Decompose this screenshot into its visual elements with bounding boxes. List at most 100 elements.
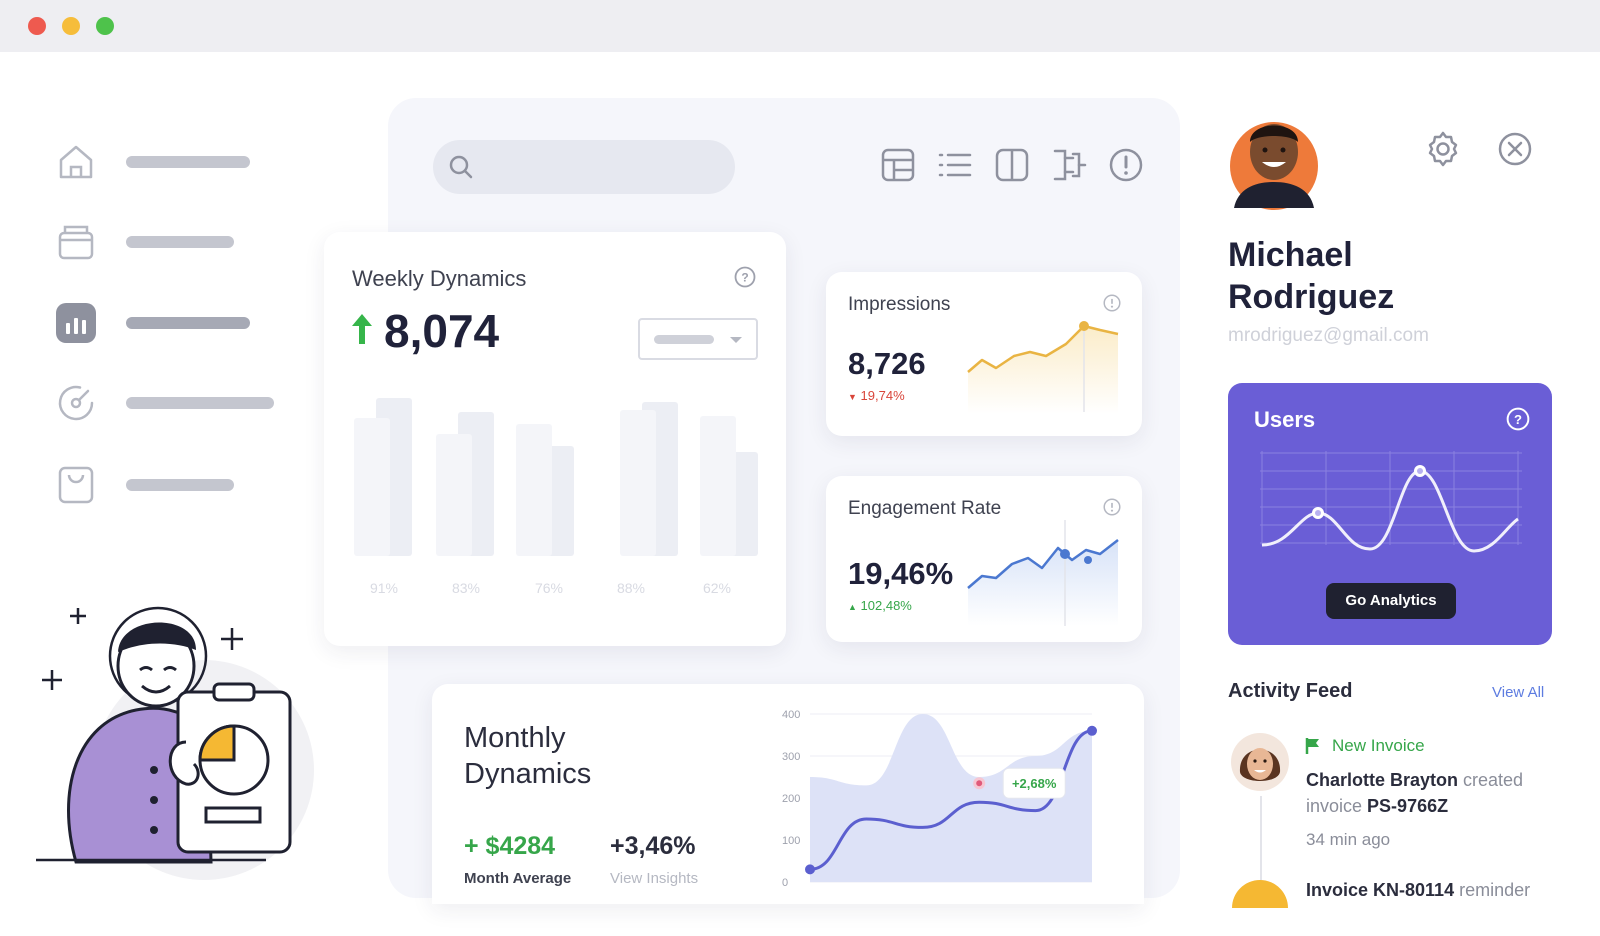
monthly-percent: +3,46% (610, 832, 696, 860)
weekly-bar (700, 416, 736, 556)
activity-tag: New Invoice (1332, 736, 1425, 755)
help-icon[interactable] (1103, 294, 1121, 312)
list-icon[interactable] (935, 145, 975, 185)
arrow-up-icon (352, 314, 372, 344)
weekly-dynamics-card: Weekly Dynamics ? 8,074 91% (324, 232, 786, 646)
engagement-sparkline (967, 520, 1119, 626)
flag-icon (1305, 738, 1319, 754)
impressions-sparkline (967, 321, 1119, 414)
weekly-bar (436, 434, 472, 556)
y-tick-label: 300 (782, 751, 800, 763)
sidebar-item-label-placeholder (126, 397, 274, 409)
help-icon[interactable] (1103, 498, 1121, 516)
series-line (809, 729, 1093, 871)
engagement-change: ▲ 102,48% (848, 598, 912, 613)
gear-icon[interactable] (1424, 130, 1462, 168)
period-dropdown[interactable] (638, 318, 758, 360)
svg-text:?: ? (1514, 412, 1522, 427)
avatar[interactable] (1230, 732, 1290, 792)
info-icon[interactable] (1106, 145, 1146, 185)
profile-last-name: Rodriguez (1228, 278, 1395, 316)
sidebar-item-analytics[interactable] (54, 301, 284, 345)
monthly-title-line1: Monthly (464, 722, 566, 754)
arrow-down-icon: ▼ (848, 392, 857, 402)
y-tick-label: 100 (782, 835, 800, 847)
view-all-link[interactable]: View All (1492, 684, 1545, 701)
activity-item: invoice PS-9766Z (1306, 796, 1448, 817)
view-insights-link[interactable]: View Insights (610, 870, 699, 887)
y-tick-label: 200 (782, 793, 800, 805)
sidebar-item-performance[interactable] (54, 381, 284, 425)
maximize-window-button[interactable] (96, 17, 114, 35)
close-icon[interactable] (1496, 130, 1534, 168)
bar-label: 91% (369, 580, 399, 596)
series-area (810, 714, 1092, 882)
bar-label: 62% (702, 580, 732, 596)
bar-label: 83% (451, 580, 481, 596)
monthly-amount-label: Month Average (464, 870, 572, 887)
shopping-bag-icon (58, 466, 94, 504)
impressions-change-value: 19,74% (860, 388, 905, 403)
activity-time: 34 min ago (1306, 830, 1391, 849)
monthly-amount: + $4284 (464, 832, 556, 860)
flow-icon[interactable] (1049, 145, 1089, 185)
sidebar-item-label-placeholder (126, 236, 234, 248)
card-title: Monthly Dynamics (464, 720, 591, 792)
minimize-window-button[interactable] (62, 17, 80, 35)
table-icon[interactable] (878, 145, 918, 185)
activity-object[interactable]: Invoice KN-80114 (1306, 880, 1455, 900)
activity-verb: created (1463, 770, 1524, 790)
avatar[interactable] (1230, 878, 1290, 908)
profile-first-name: Michael (1228, 236, 1353, 274)
help-icon[interactable]: ? (734, 266, 756, 288)
activity-object-prefix: invoice (1306, 796, 1363, 816)
weekly-bar (516, 424, 552, 556)
data-point[interactable] (1087, 725, 1097, 736)
engagement-value: 19,46% (848, 556, 954, 591)
activity-object[interactable]: PS-9766Z (1367, 796, 1449, 816)
bar-label: 76% (534, 580, 564, 596)
sidebar-item-shop[interactable] (54, 463, 284, 507)
close-window-button[interactable] (28, 17, 46, 35)
impressions-card: Impressions 8,726 ▼ 19,74% (826, 272, 1142, 436)
sidebar-item-label-placeholder (126, 317, 250, 329)
monthly-title-line2: Dynamics (464, 758, 592, 790)
data-point[interactable] (805, 864, 815, 875)
weekly-bar-chart (354, 398, 758, 556)
engagement-card: Engagement Rate 19,46% ▲ 102,48% (826, 476, 1142, 642)
search-icon (449, 155, 473, 179)
chart-tooltip: +2,68% (973, 767, 1066, 799)
activity-person[interactable]: Charlotte Brayton (1306, 770, 1459, 790)
users-title: Users (1254, 407, 1316, 432)
activity-item: Charlotte Brayton created (1306, 770, 1523, 791)
activity-verb: reminder (1459, 880, 1531, 900)
bar-chart-icon (56, 303, 96, 343)
sidebar-item-home[interactable] (54, 140, 284, 184)
avatar[interactable] (1228, 108, 1320, 214)
activity-feed-title: Activity Feed (1228, 680, 1353, 702)
profile-email: mrodriguez@gmail.com (1228, 325, 1429, 346)
bar-label: 88% (616, 580, 646, 596)
go-analytics-button[interactable]: Go Analytics (1326, 583, 1456, 619)
title-bar (0, 0, 1600, 52)
impressions-change: ▼ 19,74% (848, 388, 905, 403)
weekly-bar (620, 410, 656, 556)
home-icon (59, 145, 93, 179)
monthly-area-chart: 400 300 200 100 0 +2,68% (782, 709, 1097, 889)
weekly-bar (354, 418, 390, 556)
chevron-down-icon (730, 337, 742, 343)
sidebar-item-archive[interactable] (54, 220, 284, 264)
search-input[interactable] (433, 140, 735, 194)
svg-text:?: ? (741, 271, 748, 285)
sidebar-item-label-placeholder (126, 479, 234, 491)
timeline-connector (1260, 796, 1262, 882)
users-card: Users ? Go Analytics (1228, 383, 1552, 645)
activity-item: Invoice KN-80114 reminder (1306, 880, 1530, 901)
profile-name: Michael Rodriguez (1228, 234, 1394, 318)
help-icon[interactable]: ? (1506, 407, 1530, 431)
sidebar-item-label-placeholder (126, 156, 250, 168)
card-title: Impressions (848, 294, 951, 315)
columns-icon[interactable] (992, 145, 1032, 185)
engagement-change-value: 102,48% (860, 598, 912, 613)
